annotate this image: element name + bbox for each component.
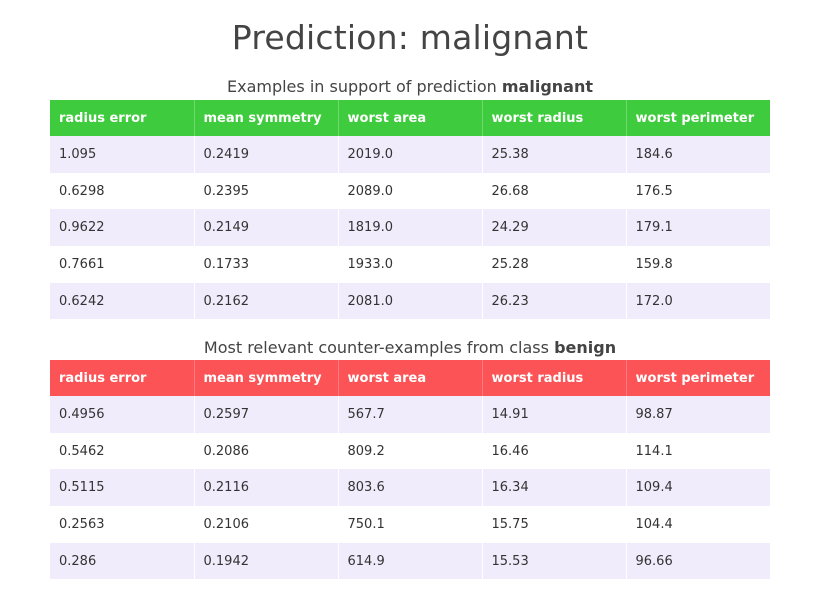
counter-table-row: 0.5115 0.2116 803.6 16.34 109.4 — [50, 469, 770, 507]
counter-table-row: 0.5462 0.2086 809.2 16.46 114.1 — [50, 432, 770, 470]
support-table-cell: 1819.0 — [338, 209, 483, 247]
counter-table-cell: 0.2116 — [194, 469, 339, 507]
counter-table-cell: 14.91 — [482, 396, 627, 433]
counter-caption: Most relevant counter-examples from clas… — [0, 338, 820, 357]
support-table-cell: 1.095 — [50, 136, 195, 173]
support-table: radius error mean symmetry worst area worst… — [50, 100, 770, 320]
support-table-row: 0.7661 0.1733 1933.0 25.28 159.8 — [50, 246, 770, 283]
counter-table-row: 0.4956 0.2597 567.7 14.91 98.87 — [50, 396, 770, 433]
support-table-cell: 0.1733 — [194, 246, 339, 283]
counter-table-cell: 0.2086 — [194, 432, 339, 470]
counter-table-cell: 567.7 — [338, 396, 483, 433]
support-table-cell: 26.23 — [482, 282, 627, 320]
counter-table-cell: 96.66 — [635, 553, 673, 569]
counter-caption-class: benign — [554, 338, 617, 357]
support-column-header: radius error — [50, 100, 195, 136]
support-table-row: 1.095 0.2419 2019.0 25.38 184.6 — [50, 136, 770, 173]
counter-table-cell: 0.5462 — [50, 432, 195, 470]
support-table-header-row: radius error mean symmetry worst area worst… — [50, 100, 770, 136]
counter-table-cell: 109.4 — [635, 480, 673, 496]
support-table-cell: 2019.0 — [338, 136, 483, 173]
counter-table-cell: 809.2 — [338, 432, 483, 470]
support-table-cell: 179.1 — [635, 220, 673, 236]
support-table-cell: 24.29 — [482, 209, 627, 247]
page-title: Prediction: malignant — [231, 18, 589, 57]
support-table-cell: 0.6242 — [50, 282, 195, 320]
support-table-cell: 0.2149 — [194, 209, 339, 247]
counter-table-row: 0.286 0.1942 614.9 15.53 96.66 — [50, 542, 770, 580]
counter-table-cell: 0.2106 — [194, 506, 339, 543]
counter-table-cell: 16.46 — [482, 432, 627, 470]
counter-table-cell: 15.75 — [482, 506, 627, 543]
support-table-cell: 2081.0 — [338, 282, 483, 320]
counter-table-cell: 803.6 — [338, 469, 483, 507]
support-column-header: worst perimeter — [635, 110, 755, 126]
counter-table-cell: 750.1 — [338, 506, 483, 543]
support-table-cell: 176.5 — [635, 183, 673, 199]
support-table-cell: 2089.0 — [338, 172, 483, 210]
support-table-cell: 0.2395 — [194, 172, 339, 210]
support-table-body: 1.095 0.2419 2019.0 25.38 184.6 0.6298 0.2395 2… — [50, 136, 770, 320]
support-table-cell: 0.9622 — [50, 209, 195, 247]
counter-table-row: 0.2563 0.2106 750.1 15.75 104.4 — [50, 506, 770, 543]
support-table-cell: 0.2419 — [194, 136, 339, 173]
counter-table-header-row: radius error mean symmetry worst area worst… — [50, 360, 770, 396]
support-table-cell: 0.7661 — [50, 246, 195, 283]
support-table-row: 0.9622 0.2149 1819.0 24.29 179.1 — [50, 209, 770, 247]
counter-table-cell: 114.1 — [635, 443, 673, 459]
counter-table-cell: 16.34 — [482, 469, 627, 507]
support-table-cell: 159.8 — [635, 256, 673, 272]
support-table-cell: 0.6298 — [50, 172, 195, 210]
counter-table-cell: 0.286 — [50, 542, 195, 580]
counter-table-cell: 0.1942 — [194, 542, 339, 580]
counter-column-header: mean symmetry — [194, 360, 339, 396]
counter-column-header: worst radius — [482, 360, 627, 396]
support-table-cell: 26.68 — [482, 172, 627, 210]
support-column-header: worst radius — [482, 100, 627, 136]
support-column-header: mean symmetry — [194, 100, 339, 136]
counter-table-cell: 614.9 — [338, 542, 483, 580]
support-table-cell: 172.0 — [635, 293, 673, 309]
counter-table-cell: 0.2597 — [194, 396, 339, 433]
counter-table-body: 0.4956 0.2597 567.7 14.91 98.87 0.5462 0.2086 8… — [50, 396, 770, 580]
support-caption-class: malignant — [501, 77, 593, 96]
support-column-header: worst area — [338, 100, 483, 136]
counter-table-cell: 0.2563 — [50, 506, 195, 543]
counter-table: radius error mean symmetry worst area worst… — [50, 360, 770, 580]
counter-table-cell: 15.53 — [482, 542, 627, 580]
counter-table-cell: 0.5115 — [50, 469, 195, 507]
counter-table-cell: 0.4956 — [50, 396, 195, 433]
support-table-cell: 25.28 — [482, 246, 627, 283]
counter-table-cell: 104.4 — [635, 516, 673, 532]
support-caption-text: Examples in support of prediction — [226, 77, 502, 96]
counter-column-header: worst area — [338, 360, 483, 396]
support-table-cell: 0.2162 — [194, 282, 339, 320]
support-table-row: 0.6298 0.2395 2089.0 26.68 176.5 — [50, 172, 770, 210]
support-table-cell: 25.38 — [482, 136, 627, 173]
counter-column-header: worst perimeter — [635, 370, 755, 386]
counter-caption-text: Most relevant counter-examples from clas… — [203, 338, 555, 357]
support-table-row: 0.6242 0.2162 2081.0 26.23 172.0 — [50, 282, 770, 320]
support-table-cell: 184.6 — [635, 146, 673, 162]
counter-column-header: radius error — [50, 360, 195, 396]
support-caption: Examples in support of prediction malign… — [0, 77, 820, 96]
counter-table-cell: 98.87 — [635, 406, 673, 422]
support-table-cell: 1933.0 — [338, 246, 483, 283]
